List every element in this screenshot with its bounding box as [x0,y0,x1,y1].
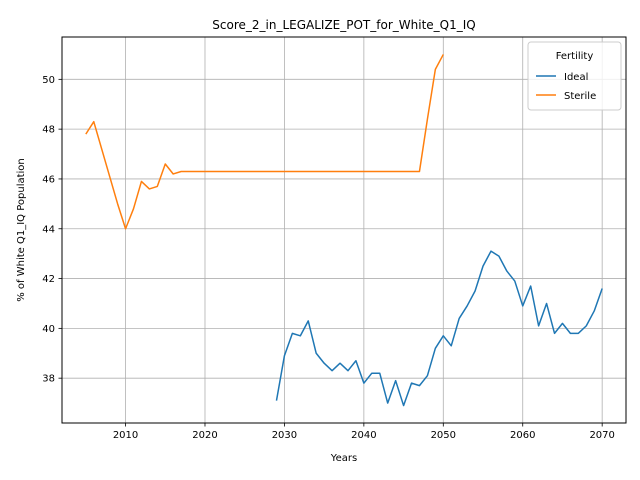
series-lines [85,54,603,407]
x-tick-label: 2040 [351,430,376,441]
y-tick-label: 48 [42,125,55,136]
legend-label: Ideal [564,72,588,83]
series-line-ideal [275,250,603,407]
x-axis-ticks: 2010 2020 2030 2040 2050 2060 2070 [113,423,615,441]
y-tick-label: 40 [42,324,55,335]
plot-frame [61,36,627,424]
x-tick-label: 2050 [431,430,456,441]
x-tick-label: 2070 [589,430,614,441]
x-tick-label: 2010 [113,430,138,441]
x-tick-label: 2030 [272,430,297,441]
y-axis-ticks: 38 40 42 44 46 48 50 [42,75,62,385]
chart-title: Score_2_in_LEGALIZE_POT_for_White_Q1_IQ [212,18,475,32]
y-tick-label: 50 [42,75,55,86]
x-tick-label: 2060 [510,430,535,441]
series-line-sterile [85,54,444,230]
y-tick-label: 38 [42,374,55,385]
x-axis-label: Years [330,453,357,464]
y-tick-label: 44 [42,224,55,235]
y-tick-label: 42 [42,274,55,285]
legend: Fertility Ideal Sterile [527,41,622,111]
y-tick-label: 46 [42,174,55,185]
x-tick-label: 2020 [192,430,217,441]
legend-items: Ideal Sterile [536,72,596,102]
y-axis-label: % of White Q1_IQ Population [16,158,27,302]
legend-box [527,41,622,111]
legend-label: Sterile [564,91,596,102]
legend-title: Fertility [556,51,594,62]
